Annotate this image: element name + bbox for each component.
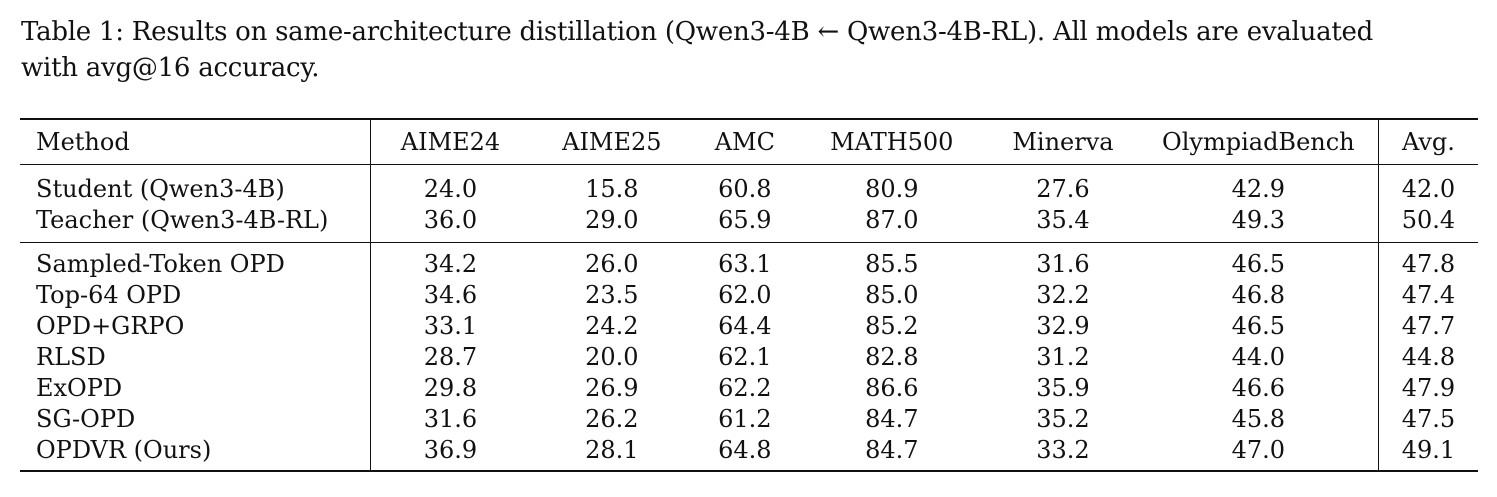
aime24-cell: 28.7: [423, 343, 478, 371]
method-cell: OPD+GRPO: [20, 311, 371, 342]
math500-cell: 85.2: [865, 312, 919, 340]
method-cell: SG-OPD: [20, 404, 371, 435]
math500-cell: 87.0: [865, 206, 919, 234]
avg-cell: 47.9: [1377, 373, 1478, 404]
aime25-cell: 15.8: [585, 175, 639, 203]
math500-cell: 85.5: [865, 250, 919, 278]
math500-cell: 80.9: [865, 175, 919, 203]
aime25-cell: 26.0: [585, 250, 639, 278]
avg-cell: 47.7: [1377, 311, 1478, 342]
olympiadbench-cell: 47.0: [1231, 436, 1286, 464]
aime25-cell: 26.9: [585, 374, 639, 402]
aime24-cell: 33.1: [423, 312, 478, 340]
amc-cell: 63.1: [718, 250, 772, 278]
aime24-cell: 31.6: [423, 405, 478, 433]
method-cell: Top-64 OPD: [20, 280, 371, 311]
method-cell: RLSD: [20, 342, 371, 373]
results-table: Method AIME24 AIME25 AMC MATH500 Minerva…: [20, 118, 1478, 472]
amc-cell: 62.1: [718, 343, 772, 371]
math500-cell: 86.6: [865, 374, 919, 402]
header-math500: MATH500: [830, 127, 954, 156]
minerva-cell: 27.6: [1036, 175, 1090, 203]
aime25-cell: 29.0: [585, 206, 639, 234]
amc-cell: 64.8: [718, 436, 772, 464]
avg-cell: 47.8: [1377, 242, 1478, 280]
aime25-cell: 20.0: [585, 343, 639, 371]
header-avg: Avg.: [1377, 119, 1478, 165]
caption-line-2: with avg@16 accuracy.: [21, 53, 320, 83]
table-header: Method AIME24 AIME25 AMC MATH500 Minerva…: [20, 119, 1478, 165]
header-amc: AMC: [714, 127, 775, 156]
header-method: Method: [20, 119, 371, 165]
aime25-cell: 26.2: [585, 405, 639, 433]
table-row: RLSD 28.7 20.0 62.1 82.8 31.2 44.0 44.8: [20, 342, 1478, 373]
minerva-cell: 32.9: [1036, 312, 1090, 340]
olympiadbench-cell: 45.8: [1231, 405, 1286, 433]
table-row: OPDVR (Ours) 36.9 28.1 64.8 84.7 33.2 47.0 49.1: [20, 435, 1478, 471]
minerva-cell: 33.2: [1036, 436, 1090, 464]
aime24-cell: 29.8: [423, 374, 478, 402]
olympiadbench-cell: 44.0: [1231, 343, 1286, 371]
avg-cell: 42.0: [1377, 164, 1478, 205]
header-aime24: AIME24: [400, 127, 501, 156]
amc-cell: 64.4: [718, 312, 772, 340]
caption-line-1: Table 1: Results on same-architecture di…: [21, 17, 1374, 47]
aime25-cell: 28.1: [585, 436, 639, 464]
table-row: ExOPD 29.8 26.9 62.2 86.6 35.9 46.6 47.9: [20, 373, 1478, 404]
minerva-cell: 31.6: [1036, 250, 1090, 278]
math500-cell: 84.7: [865, 405, 919, 433]
table-row: OPD+GRPO 33.1 24.2 64.4 85.2 32.9 46.5 47.7: [20, 311, 1478, 342]
math500-cell: 82.8: [865, 343, 919, 371]
olympiadbench-cell: 46.5: [1231, 312, 1286, 340]
table-row: Top-64 OPD 34.6 23.5 62.0 85.0 32.2 46.8 47.4: [20, 280, 1478, 311]
amc-cell: 62.2: [718, 374, 772, 402]
olympiadbench-cell: 46.5: [1231, 250, 1286, 278]
aime24-cell: 36.0: [423, 206, 478, 234]
math500-cell: 84.7: [865, 436, 919, 464]
baseline-group: Student (Qwen3-4B) 24.0 15.8 60.8 80.9 27.6 42…: [20, 164, 1478, 243]
table-row: Teacher (Qwen3-4B-RL) 36.0 29.0 65.9 87.0 35.…: [20, 205, 1478, 243]
table-row: Student (Qwen3-4B) 24.0 15.8 60.8 80.9 27.6 42…: [20, 164, 1478, 205]
table-caption: Table 1: Results on same-architecture di…: [21, 14, 1481, 86]
header-olympiadbench: OlympiadBench: [1162, 127, 1355, 156]
method-cell: ExOPD: [20, 373, 371, 404]
amc-cell: 60.8: [718, 175, 772, 203]
minerva-cell: 31.2: [1036, 343, 1090, 371]
minerva-cell: 35.9: [1036, 374, 1090, 402]
avg-cell: 47.4: [1377, 280, 1478, 311]
olympiadbench-cell: 49.3: [1231, 206, 1286, 234]
methods-group: Sampled-Token OPD 34.2 26.0 63.1 85.5 31.6 46.…: [20, 242, 1478, 471]
minerva-cell: 35.2: [1036, 405, 1090, 433]
method-cell: Teacher (Qwen3-4B-RL): [20, 205, 371, 243]
amc-cell: 65.9: [718, 206, 772, 234]
amc-cell: 62.0: [718, 281, 772, 309]
avg-cell: 44.8: [1377, 342, 1478, 373]
amc-cell: 61.2: [718, 405, 772, 433]
avg-cell: 50.4: [1377, 205, 1478, 243]
table-row: Sampled-Token OPD 34.2 26.0 63.1 85.5 31.6 46.…: [20, 242, 1478, 280]
aime24-cell: 24.0: [423, 175, 478, 203]
olympiadbench-cell: 46.6: [1231, 374, 1286, 402]
aime25-cell: 24.2: [585, 312, 639, 340]
minerva-cell: 32.2: [1036, 281, 1090, 309]
header-minerva: Minerva: [1012, 127, 1114, 156]
minerva-cell: 35.4: [1036, 206, 1090, 234]
olympiadbench-cell: 46.8: [1231, 281, 1286, 309]
math500-cell: 85.0: [865, 281, 919, 309]
header-row: Method AIME24 AIME25 AMC MATH500 Minerva…: [20, 119, 1478, 165]
header-aime25: AIME25: [562, 127, 662, 156]
method-cell: Sampled-Token OPD: [20, 242, 371, 280]
method-cell: OPDVR (Ours): [20, 435, 371, 471]
aime24-cell: 34.6: [423, 281, 478, 309]
avg-cell: 47.5: [1377, 404, 1478, 435]
olympiadbench-cell: 42.9: [1231, 175, 1286, 203]
table-row: SG-OPD 31.6 26.2 61.2 84.7 35.2 45.8 47.5: [20, 404, 1478, 435]
aime25-cell: 23.5: [585, 281, 639, 309]
avg-cell: 49.1: [1377, 435, 1478, 471]
aime24-cell: 34.2: [423, 250, 478, 278]
method-cell: Student (Qwen3-4B): [20, 164, 371, 205]
aime24-cell: 36.9: [423, 436, 478, 464]
